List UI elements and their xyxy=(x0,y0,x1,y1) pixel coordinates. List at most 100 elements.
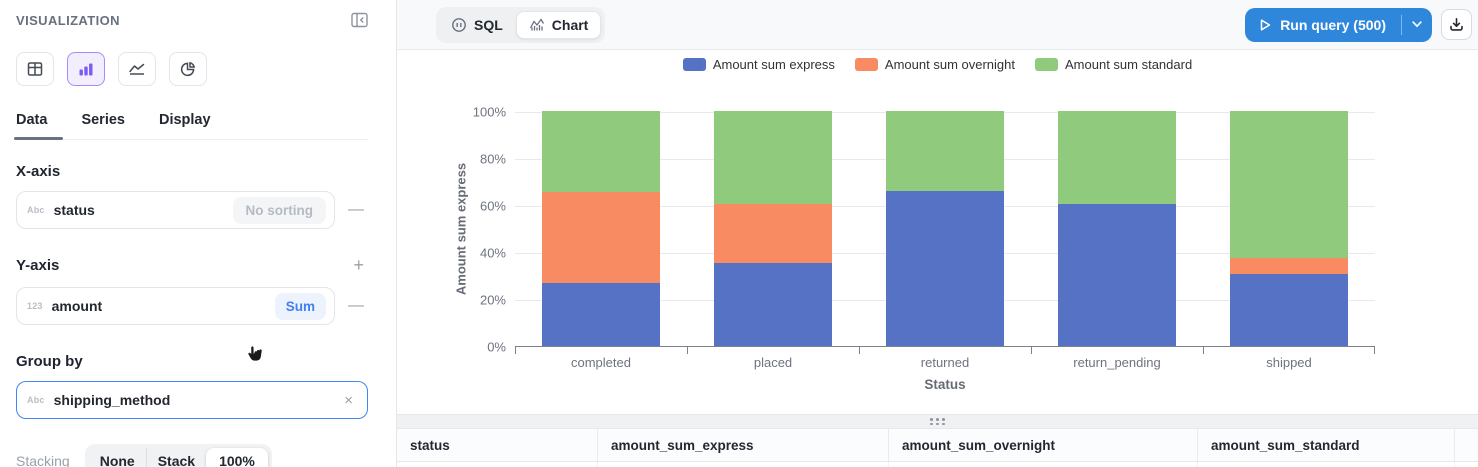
chart-type-line-icon[interactable] xyxy=(118,52,156,86)
bar-segment[interactable] xyxy=(1058,203,1176,346)
chevron-down-icon xyxy=(1412,21,1422,28)
view-toggle: SQL Chart xyxy=(436,6,606,43)
stacking-option-none[interactable]: None xyxy=(99,453,135,467)
group-by-heading: Group by xyxy=(16,353,83,370)
bar-segment[interactable] xyxy=(542,111,660,193)
column-header-filler xyxy=(1455,429,1478,461)
column-header-status[interactable]: status xyxy=(397,429,598,461)
y-tick-label: 80% xyxy=(479,151,506,167)
chart-type-table-icon[interactable] xyxy=(16,52,54,86)
legend-label: Amount sum express xyxy=(712,57,835,72)
y-tick-label: 20% xyxy=(479,292,506,308)
visualization-sidebar: VISUALIZATION xyxy=(0,0,397,467)
bar-plot: 0% 20% 40% 60% 80% 100% xyxy=(473,105,1375,355)
aggregation-pill[interactable]: Sum xyxy=(274,292,326,320)
x-axis-field-card[interactable]: Abc status No sorting xyxy=(16,191,335,229)
tab-series[interactable]: Series xyxy=(81,112,125,128)
remove-group-by-icon[interactable]: × xyxy=(344,391,353,409)
legend-label: Amount sum overnight xyxy=(884,57,1015,72)
y-axis-title: Amount sum express xyxy=(453,162,469,296)
legend-swatch xyxy=(682,58,706,71)
bar-segment[interactable] xyxy=(886,111,1004,191)
bar-segment[interactable] xyxy=(542,192,660,283)
legend-item[interactable]: Amount sum express xyxy=(682,57,835,72)
bar-segment[interactable] xyxy=(886,190,1004,346)
download-results-button[interactable] xyxy=(1441,9,1472,40)
table-first-row-sliver xyxy=(397,462,1478,467)
remove-x-axis-button[interactable]: — xyxy=(348,201,364,218)
chart-area: Amount sum express Amount sum overnight Am… xyxy=(397,50,1478,414)
x-axis-tick xyxy=(859,347,860,354)
y-axis-field-row: 123 amount Sum — xyxy=(16,287,368,325)
legend-label: Amount sum standard xyxy=(1065,57,1193,72)
column-header-amount-sum-overnight[interactable]: amount_sum_overnight xyxy=(889,429,1198,461)
x-tick-label: shipped xyxy=(1266,355,1312,370)
sidebar-title: VISUALIZATION xyxy=(16,12,120,28)
y-axis-heading: Y-axis xyxy=(16,257,60,274)
sql-label: SQL xyxy=(474,16,503,33)
x-tick-label: completed xyxy=(571,355,631,370)
run-query-button[interactable]: Run query (500) xyxy=(1245,8,1401,42)
bar-segment[interactable] xyxy=(714,262,832,346)
sql-console-icon xyxy=(451,17,467,33)
group-by-field-name: shipping_method xyxy=(53,392,171,408)
legend-swatch xyxy=(854,58,878,71)
number-type-icon: 123 xyxy=(27,301,43,311)
x-tick-label: returned xyxy=(920,355,970,370)
bar-segment[interactable] xyxy=(714,111,832,204)
remove-y-axis-button[interactable]: — xyxy=(348,297,364,314)
legend-swatch xyxy=(1035,58,1058,71)
bar-segment[interactable] xyxy=(542,282,660,346)
x-axis-tick xyxy=(1203,347,1204,354)
x-axis-tick xyxy=(1031,347,1032,354)
stacking-option-stack[interactable]: Stack xyxy=(145,448,206,467)
x-axis-labels: completed placed returned return_pending shi… xyxy=(515,355,1375,371)
x-axis-tick xyxy=(515,347,516,354)
bar-segment[interactable] xyxy=(714,203,832,263)
view-toggle-sql[interactable]: SQL xyxy=(440,11,514,39)
column-header-amount-sum-express[interactable]: amount_sum_express xyxy=(598,429,889,461)
y-tick-label: 100% xyxy=(472,104,506,120)
play-icon xyxy=(1260,18,1271,31)
settings-tabs: Data Series Display xyxy=(13,112,368,140)
group-by-field-row: Abc shipping_method × xyxy=(16,381,368,419)
tab-data[interactable]: Data xyxy=(13,112,65,140)
sorting-pill[interactable]: No sorting xyxy=(232,196,326,224)
y-tick-label: 0% xyxy=(487,339,506,355)
tab-display[interactable]: Display xyxy=(158,112,211,128)
view-toggle-chart[interactable]: Chart xyxy=(515,10,602,39)
chart-type-pie-icon[interactable] xyxy=(169,52,207,86)
x-axis-field-name: status xyxy=(53,202,95,218)
x-axis-heading: X-axis xyxy=(16,163,61,180)
column-header-amount-sum-standard[interactable]: amount_sum_standard xyxy=(1198,429,1455,461)
y-axis-field-card[interactable]: 123 amount Sum xyxy=(16,287,335,325)
text-type-icon: Abc xyxy=(27,395,45,405)
chart-label: Chart xyxy=(551,16,589,33)
group-by-field-card[interactable]: Abc shipping_method × xyxy=(16,381,368,419)
sidebar-header: VISUALIZATION xyxy=(16,12,368,28)
legend-item[interactable]: Amount sum overnight xyxy=(854,57,1015,72)
run-options-button[interactable] xyxy=(1402,8,1432,42)
legend-item[interactable]: Amount sum standard xyxy=(1035,57,1192,72)
stacking-row: Stacking None Stack 100% xyxy=(16,444,368,467)
main-panel: SQL Chart xyxy=(397,0,1478,467)
add-y-axis-button[interactable]: + xyxy=(353,255,364,275)
collapse-panel-icon[interactable] xyxy=(351,12,368,28)
download-icon xyxy=(1450,17,1463,31)
chart-type-bar-icon[interactable] xyxy=(67,52,105,86)
run-button-divider xyxy=(1401,14,1402,35)
y-tick-label: 60% xyxy=(479,198,506,214)
x-axis-title: Status xyxy=(924,377,966,392)
y-axis-heading-row: Y-axis + xyxy=(16,255,368,276)
drag-handle-icon xyxy=(930,418,945,425)
bar-segment[interactable] xyxy=(1230,111,1348,258)
bar-segment[interactable] xyxy=(1058,111,1176,204)
chart-view-icon xyxy=(529,17,545,33)
stacking-option-100[interactable]: 100% xyxy=(206,448,268,467)
bar-segment[interactable] xyxy=(1230,257,1348,275)
y-tick-label: 40% xyxy=(479,245,506,261)
panel-resize-handle[interactable] xyxy=(397,414,1478,428)
y-axis-field-name: amount xyxy=(51,298,103,314)
bar-segment[interactable] xyxy=(1230,274,1348,346)
x-axis-field-row: Abc status No sorting — xyxy=(16,191,368,229)
